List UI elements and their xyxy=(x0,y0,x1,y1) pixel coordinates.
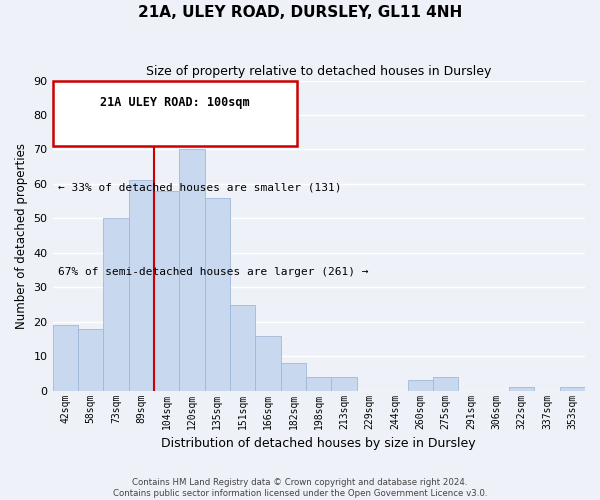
Text: ← 33% of detached houses are smaller (131): ← 33% of detached houses are smaller (13… xyxy=(58,183,341,193)
Bar xyxy=(256,336,281,390)
FancyBboxPatch shape xyxy=(53,80,298,146)
Bar xyxy=(407,380,433,390)
Title: Size of property relative to detached houses in Dursley: Size of property relative to detached ho… xyxy=(146,65,491,78)
Bar xyxy=(154,191,179,390)
Bar xyxy=(128,180,154,390)
Text: 21A, ULEY ROAD, DURSLEY, GL11 4NH: 21A, ULEY ROAD, DURSLEY, GL11 4NH xyxy=(138,5,462,20)
Bar xyxy=(281,363,306,390)
Text: 21A ULEY ROAD: 100sqm: 21A ULEY ROAD: 100sqm xyxy=(100,96,250,109)
X-axis label: Distribution of detached houses by size in Dursley: Distribution of detached houses by size … xyxy=(161,437,476,450)
Y-axis label: Number of detached properties: Number of detached properties xyxy=(15,142,28,328)
Bar xyxy=(78,328,103,390)
Bar xyxy=(205,198,230,390)
Text: Contains HM Land Registry data © Crown copyright and database right 2024.
Contai: Contains HM Land Registry data © Crown c… xyxy=(113,478,487,498)
Bar xyxy=(306,377,331,390)
Bar xyxy=(509,387,534,390)
Bar xyxy=(560,387,585,390)
Bar xyxy=(179,150,205,390)
Bar xyxy=(53,325,78,390)
Bar xyxy=(433,377,458,390)
Bar xyxy=(103,218,128,390)
Bar xyxy=(331,377,357,390)
Text: 67% of semi-detached houses are larger (261) →: 67% of semi-detached houses are larger (… xyxy=(58,266,368,276)
Bar xyxy=(230,304,256,390)
